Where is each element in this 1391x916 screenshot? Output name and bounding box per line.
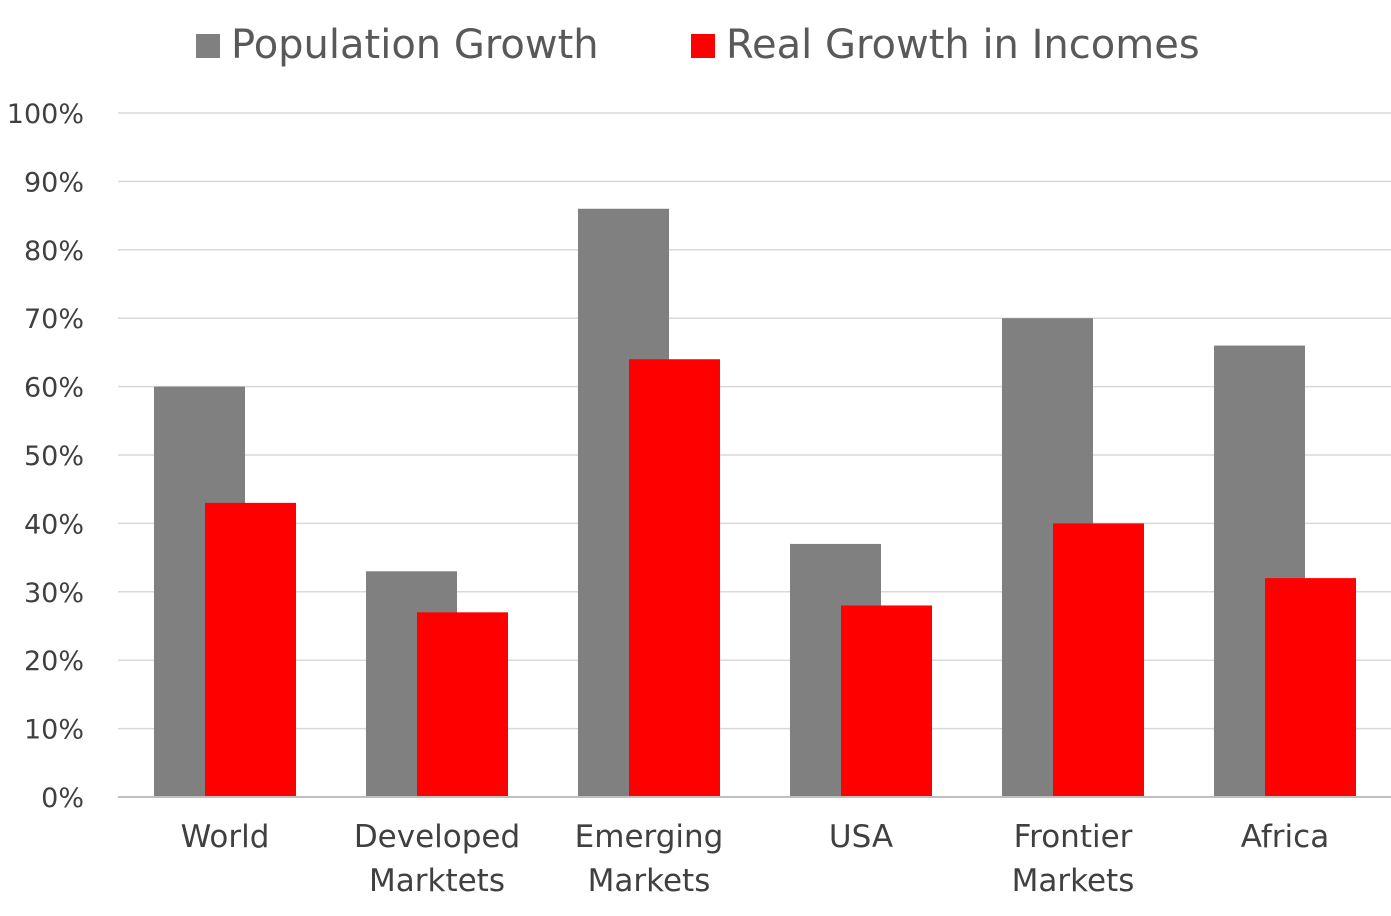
y-tick-label: 100% [7,99,84,130]
x-category-label: Developed [354,819,520,855]
chart-legend: Population Growth Real Growth in Incomes [196,22,1200,68]
legend-label: Real Growth in Incomes [726,22,1200,68]
y-gridlines [118,112,1391,730]
x-category-label: Frontier [1014,819,1133,855]
real-income-growth-bar [205,502,296,797]
y-tick-label: 70% [24,304,84,335]
x-category-label: Africa [1241,819,1329,855]
y-tick-label: 40% [24,509,84,540]
y-tick-label: 90% [24,167,84,198]
real-income-growth-bar [417,612,508,797]
chart-bars [154,208,1356,797]
legend-swatch [691,34,715,58]
x-category-label: USA [829,819,893,855]
legend-label: Population Growth [231,22,599,68]
x-category-label: Markets [588,863,711,899]
y-tick-label: 80% [24,236,84,267]
x-axis-category-labels: World Developed Marktets Emerging Markets USA… [181,819,1330,899]
x-category-label: Marktets [369,863,505,899]
y-tick-label: 30% [24,578,84,609]
y-tick-label: 0% [41,783,84,814]
y-axis-tick-labels: 0% 10% 20% 30% 40% 50% 60% 70% 80% 90% 100% [7,99,84,814]
real-income-growth-bar [629,359,720,797]
real-income-growth-bar [1265,578,1356,797]
legend-swatch [196,34,220,58]
y-tick-label: 10% [24,715,84,746]
y-tick-label: 60% [24,373,84,404]
x-category-label: Emerging [575,819,724,855]
real-income-growth-bar [841,605,932,797]
y-tick-label: 50% [24,441,84,472]
x-category-label: World [181,819,270,855]
real-income-growth-bar [1053,523,1144,797]
y-tick-label: 20% [24,646,84,677]
x-category-label: Markets [1012,863,1135,899]
